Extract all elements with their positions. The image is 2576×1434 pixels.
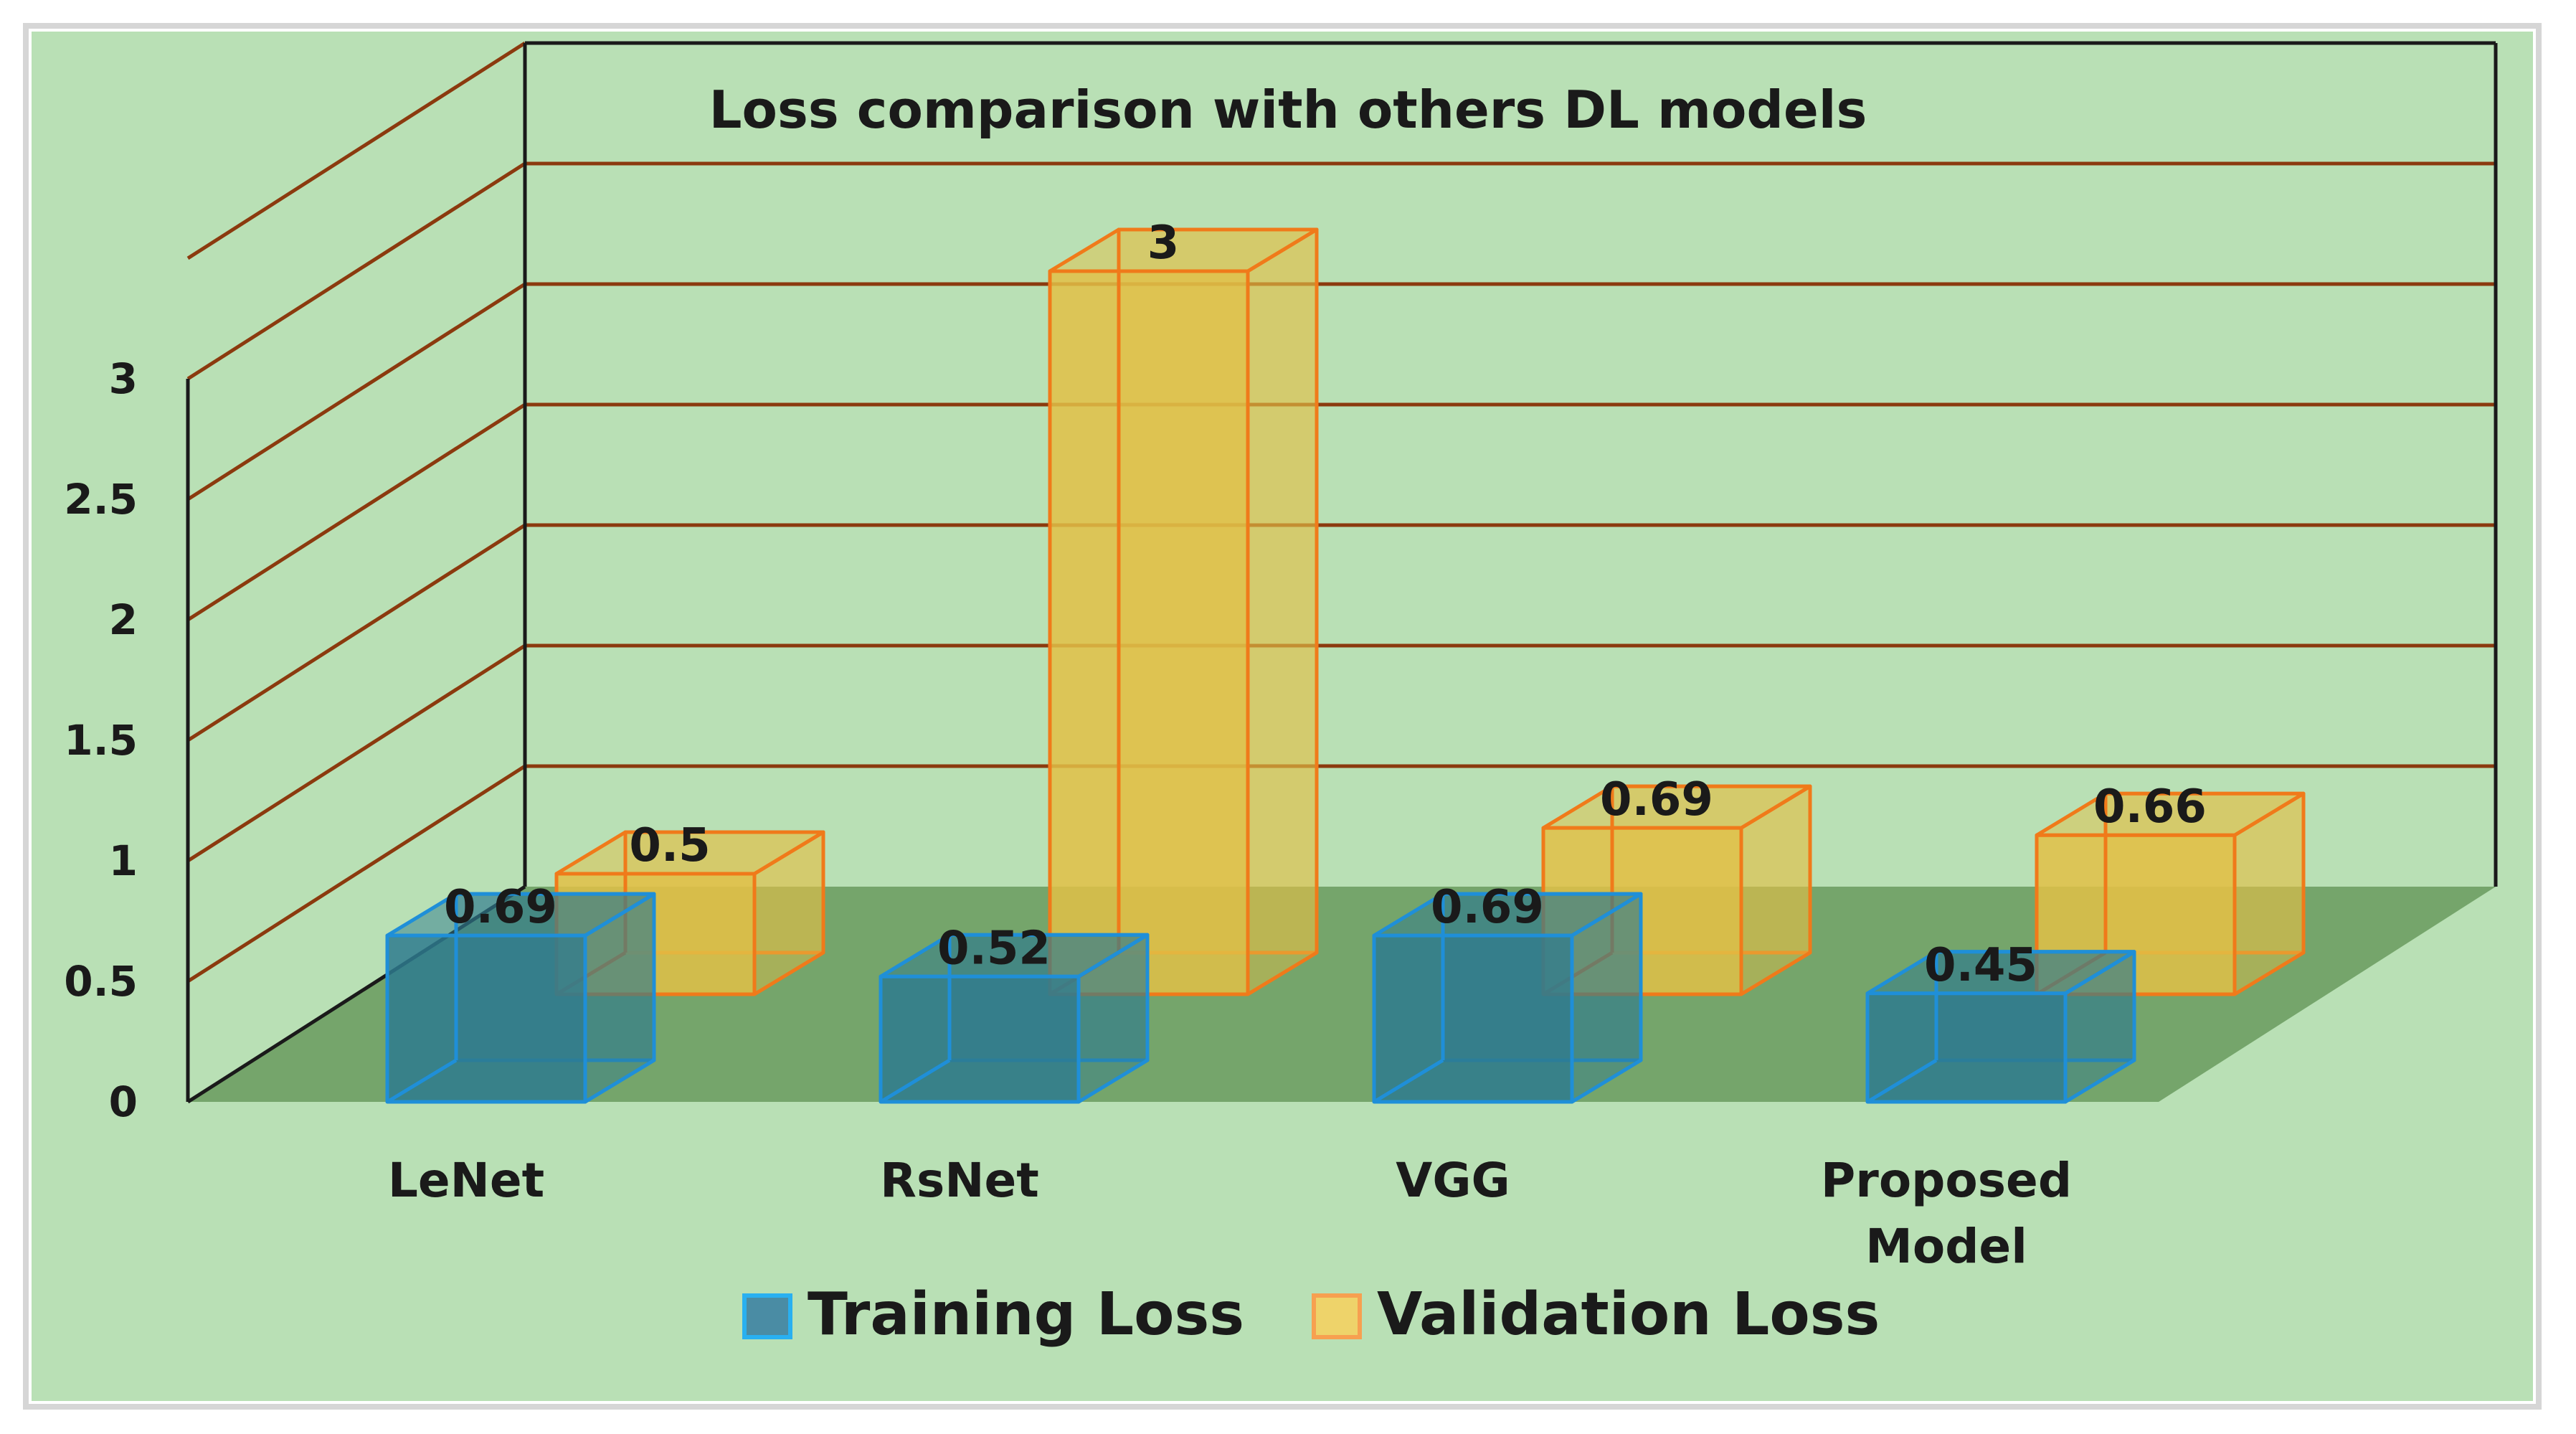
gridlines [186, 41, 2498, 1104]
validation-bar [1048, 227, 1319, 996]
training-bar [385, 892, 656, 1104]
y-axis-ticks: 0 0.5 1 1.5 2 2.5 3 [64, 354, 138, 1126]
side-gridline [186, 161, 526, 381]
training-data-label: 0.69 [1431, 881, 1544, 934]
x-category-label: Proposed Model [1821, 1153, 2072, 1274]
legend-label-training: Training Loss [808, 1280, 1244, 1349]
bars [385, 227, 2306, 1104]
validation-data-label: 0.5 [629, 819, 710, 872]
x-category-label: LeNet [388, 1153, 544, 1208]
x-category-label: RsNet [880, 1153, 1039, 1208]
training-bar [1372, 892, 1643, 1104]
y-tick: 3 [109, 354, 138, 403]
training-bar [1865, 950, 2136, 1104]
training-data-label: 0.52 [937, 922, 1051, 975]
y-tick: 1.5 [64, 716, 138, 765]
y-tick: 1 [109, 836, 138, 885]
legend-label-validation: Validation Loss [1377, 1280, 1880, 1349]
side-gridline [186, 41, 526, 260]
training-data-label: 0.69 [444, 881, 557, 934]
validation-bar [2035, 791, 2306, 996]
validation-data-label: 3 [1147, 217, 1180, 270]
legend: Training Loss Validation Loss [742, 1280, 1880, 1349]
side-gridline [186, 764, 526, 983]
y-tick: 0.5 [64, 957, 138, 1006]
side-gridline [186, 282, 526, 501]
legend-swatch-training [742, 1293, 792, 1339]
side-gridline [186, 643, 526, 863]
x-axis-labels: LeNet RsNet VGG Proposed Model [388, 1153, 2072, 1274]
chart-background [32, 32, 2533, 1401]
side-gridline [186, 523, 526, 742]
x-category-label: VGG [1396, 1153, 1510, 1208]
validation-bar [1541, 784, 1812, 996]
y-tick: 2.5 [64, 475, 138, 524]
data-labels: 0.5 3 0.69 0.66 0.69 0.52 0.69 0.45 [444, 217, 2207, 992]
legend-swatch-validation [1312, 1293, 1362, 1339]
training-bar [879, 933, 1150, 1104]
chart-title: Loss comparison with others DL models [709, 80, 1867, 140]
y-tick: 2 [109, 595, 138, 644]
validation-data-label: 0.69 [1600, 773, 1713, 826]
training-data-label: 0.45 [1924, 939, 2037, 992]
side-gridline [186, 402, 526, 622]
y-tick: 0 [109, 1077, 138, 1126]
validation-data-label: 0.66 [2093, 780, 2207, 834]
